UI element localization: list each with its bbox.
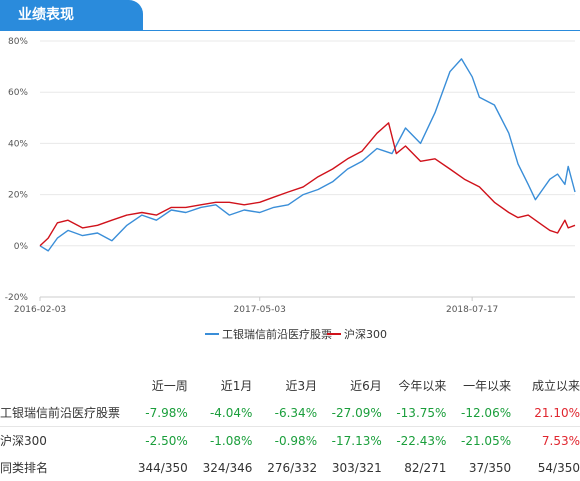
legend-item-1[interactable]: 工银瑞信前沿医疗股票	[205, 327, 332, 343]
row-label: 沪深300	[0, 434, 47, 448]
table-row: 工银瑞信前沿医疗股票 -7.98% -4.04% -6.34% -27.09% -13.7…	[0, 399, 580, 427]
y-tick-label: 80%	[8, 37, 28, 47]
table-row: 沪深300 -2.50% -1.08% -0.98% -17.13% -22.43% -21…	[0, 427, 580, 455]
header-cell: 今年以来	[398, 379, 447, 393]
x-tick-label: 2016-02-03	[14, 305, 66, 315]
header-cell: 成立以来	[531, 379, 580, 393]
y-tick-label: 20%	[8, 191, 28, 201]
table-cell: 82/271	[404, 460, 447, 475]
tab-performance[interactable]: 业绩表现	[0, 0, 143, 30]
header-cell: 近6月	[350, 379, 382, 393]
table-cell: -22.43%	[396, 433, 447, 448]
legend-item-2[interactable]: 沪深300	[327, 327, 387, 343]
series-line-1	[39, 58, 576, 252]
table-cell: -0.98%	[274, 433, 318, 448]
table-cell: 37/350	[468, 460, 512, 475]
header-cell: 近一周	[151, 379, 188, 393]
chart-legend: 工银瑞信前沿医疗股票 沪深300	[0, 327, 580, 343]
y-tick-label: 40%	[8, 139, 28, 149]
legend-label: 工银瑞信前沿医疗股票	[222, 328, 332, 341]
legend-swatch	[327, 333, 341, 335]
y-tick-label: -20%	[5, 293, 29, 303]
performance-chart: 80% 60% 40% 20% 0% -20% 2016-02-03 2017-05-03 20…	[5, 37, 576, 315]
table-cell: -1.08%	[209, 433, 253, 448]
table-cell: 21.10%	[511, 399, 580, 427]
table-cell: 344/350	[137, 460, 188, 475]
row-label: 工银瑞信前沿医疗股票	[0, 399, 120, 427]
row-label: 同类排名	[0, 461, 49, 475]
table-cell: -4.04%	[187, 399, 253, 427]
y-tick-label: 60%	[8, 88, 28, 98]
table-cell: -6.34%	[252, 399, 318, 427]
table-cell: -27.09%	[317, 399, 382, 427]
table-row: 同类排名 344/350 324/346 276/332 303/321 82/271 37…	[0, 454, 580, 481]
header-cell: 一年以来	[463, 379, 512, 393]
header-cell: 近1月	[220, 379, 253, 393]
table-header-row: 近一周 近1月 近3月 近6月 今年以来 一年以来 成立以来	[0, 372, 580, 399]
x-tick-label: 2017-05-03	[234, 305, 286, 315]
legend-label: 沪深300	[344, 328, 387, 341]
table-cell: -12.06%	[446, 399, 512, 427]
table-cell: -17.13%	[331, 433, 382, 448]
section-header: 业绩表现	[0, 0, 580, 31]
table-cell: 7.53%	[541, 433, 580, 448]
header-cell: 近3月	[285, 379, 318, 393]
series-line-2	[39, 122, 576, 247]
table-cell: 324/346	[202, 460, 253, 475]
table-cell: -2.50%	[145, 433, 188, 448]
y-tick-label: 0%	[14, 242, 29, 252]
table-cell: 276/332	[267, 460, 318, 475]
performance-table: 近一周 近1月 近3月 近6月 今年以来 一年以来 成立以来 工银瑞信前沿医疗股…	[0, 372, 580, 481]
table-cell: 54/350	[537, 460, 580, 475]
table-cell: -7.98%	[119, 399, 188, 427]
legend-swatch	[205, 333, 219, 335]
table-cell: 303/321	[331, 460, 382, 475]
table-cell: -21.05%	[461, 433, 512, 448]
header-cell	[0, 372, 120, 399]
table-cell: -13.75%	[381, 399, 447, 427]
x-tick-label: 2018-07-17	[446, 305, 498, 315]
